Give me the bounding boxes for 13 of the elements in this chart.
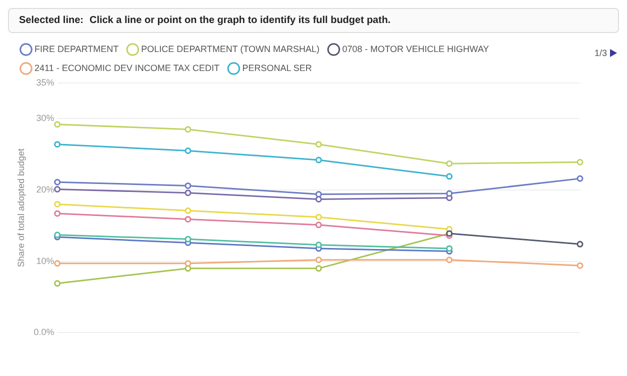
- y-tick-label: 0.0%: [34, 327, 54, 338]
- legend-label: 2411 - ECONOMIC DEV INCOME TAX CEDIT: [34, 62, 220, 73]
- chart-subtitle: Selected line: Click a line or point on the graph to identify its full budget path.: [19, 15, 391, 26]
- y-tick-label: 35%: [36, 77, 54, 88]
- y-tick-label: 20%: [36, 184, 54, 194]
- legend-label: FIRE DEPARTMENT: [34, 44, 120, 54]
- y-axis-title: Share of total adopted budget: [16, 148, 26, 268]
- y-tick-label: 10%: [36, 256, 54, 266]
- legend-label: POLICE DEPARTMENT (TOWN MARSHAL): [141, 44, 320, 54]
- legend-label: PERSONAL SER: [242, 62, 312, 73]
- y-tick-label: 30%: [36, 113, 54, 124]
- text: 1/3: [594, 48, 607, 58]
- legend-label: 0708 - MOTOR VEHICLE HIGHWAY: [342, 44, 490, 54]
